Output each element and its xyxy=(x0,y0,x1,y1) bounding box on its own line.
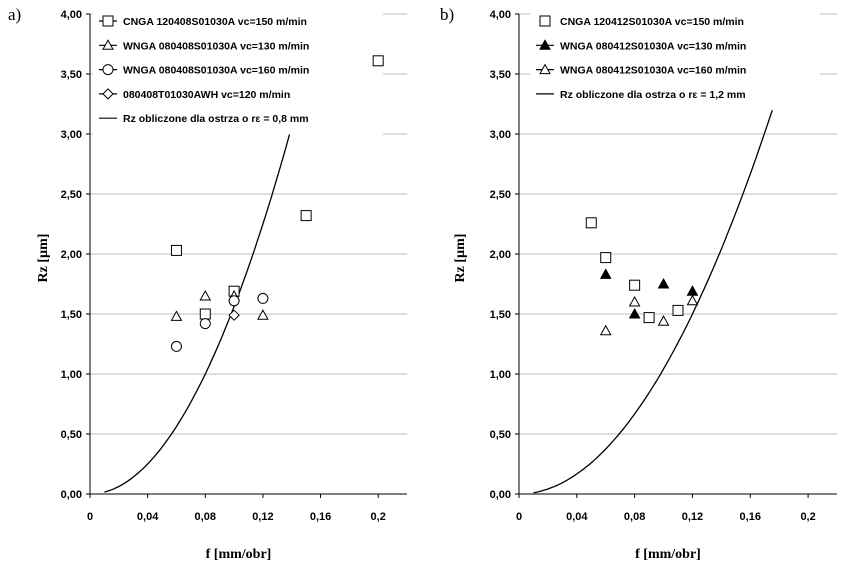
y-tick-label: 2,50 xyxy=(61,189,82,201)
y-tick-label: 4,00 xyxy=(490,9,511,21)
chart-svg: 0,00 0,50 1,00 1,50 2,00 2,50 3,00 3,50 4,00 0 0,0… xyxy=(8,5,407,562)
y-tick-label: 0,00 xyxy=(61,489,82,501)
legend-background xyxy=(530,9,820,111)
y-tick-label: 2,00 xyxy=(490,249,511,261)
y-tick-label: 1,00 xyxy=(61,369,82,381)
theoretical-rz-curve xyxy=(104,13,322,493)
legend-marker xyxy=(102,88,114,100)
data-point xyxy=(657,277,670,289)
legend-entry: WNGA 080408S01030A vc=130 m/min xyxy=(123,40,309,52)
series-0-points xyxy=(585,217,684,324)
data-point xyxy=(599,268,612,279)
legend-marker xyxy=(539,39,551,50)
data-point xyxy=(228,295,240,307)
data-point xyxy=(599,324,612,336)
legend-entry: Rz obliczone dla ostrza o rε = 0,8 mm xyxy=(123,113,309,125)
x-tick-label: 0,08 xyxy=(624,511,645,523)
y-tick-label: 4,00 xyxy=(61,9,82,21)
y-tick-label: 1,50 xyxy=(490,309,511,321)
data-point xyxy=(199,318,211,330)
x-tick-label: 0,2 xyxy=(800,511,815,523)
x-axis-label: f [mm/obr] xyxy=(206,547,272,562)
y-axis-label: Rz [µm] xyxy=(36,234,51,283)
data-point xyxy=(300,210,312,222)
data-point xyxy=(199,308,211,320)
series-2-points xyxy=(599,294,699,336)
legend-entry: Rz obliczone dla ostrza o rε = 1,2 mm xyxy=(560,89,746,101)
legend-background xyxy=(93,9,383,135)
data-point xyxy=(628,307,641,319)
y-tick-label: 2,50 xyxy=(490,189,511,201)
series-1-points xyxy=(170,289,269,321)
legend-marker xyxy=(102,39,114,50)
legend-entry: CNGA 120408S01030A vc=150 m/min xyxy=(123,16,307,28)
chart-panel-a: 0,00 0,50 1,00 1,50 2,00 2,50 3,00 3,50 4,00 0 0,0… xyxy=(0,0,422,567)
data-point xyxy=(686,294,699,306)
data-point xyxy=(585,217,597,229)
x-tick-label: 0,12 xyxy=(682,511,703,523)
legend: CNGA 120412S01030A vc=150 m/min WNGA 0804… xyxy=(530,9,820,111)
legend-entry: WNGA 080408S01030A vc=160 m/min xyxy=(123,65,309,77)
legend-entry: WNGA 080412S01030A vc=160 m/min xyxy=(560,65,746,77)
data-point xyxy=(629,279,641,291)
data-point xyxy=(672,304,684,316)
x-tick-label: 0,04 xyxy=(566,511,588,523)
y-tick-label: 1,50 xyxy=(61,309,82,321)
legend-marker xyxy=(102,64,114,76)
x-tick-label: 0,04 xyxy=(137,511,159,523)
data-point xyxy=(628,295,641,307)
x-tick-label: 0 xyxy=(516,511,522,523)
x-tick-label: 0,2 xyxy=(371,511,386,523)
y-tick-label: 3,00 xyxy=(490,129,511,141)
y-tick-label: 0,00 xyxy=(490,489,511,501)
legend-marker xyxy=(539,63,551,75)
x-tick-label: 0,16 xyxy=(310,511,331,523)
y-tick-label: 1,00 xyxy=(490,369,511,381)
data-point xyxy=(170,340,182,352)
y-axis-label: Rz [µm] xyxy=(453,234,468,283)
legend-entry: CNGA 120412S01030A vc=150 m/min xyxy=(560,16,744,28)
panel-label: a) xyxy=(8,5,21,24)
x-tick-label: 0,08 xyxy=(195,511,216,523)
legend-entry: 080408T01030AWH vc=120 m/min xyxy=(123,89,290,101)
x-tick-label: 0,12 xyxy=(252,511,273,523)
data-point xyxy=(257,292,269,304)
data-point xyxy=(199,289,212,301)
panel-label: b) xyxy=(440,5,454,24)
data-point xyxy=(257,309,269,320)
x-axis-label: f [mm/obr] xyxy=(635,547,701,562)
x-tick-label: 0,16 xyxy=(740,511,761,523)
y-tick-label: 0,50 xyxy=(61,429,82,441)
y-tick-label: 0,50 xyxy=(490,429,511,441)
series-2-points xyxy=(170,292,269,352)
data-point xyxy=(600,252,612,264)
y-tick-label: 3,00 xyxy=(61,129,82,141)
legend-marker xyxy=(539,15,551,27)
theoretical-rz-curve xyxy=(533,13,803,494)
data-point xyxy=(228,309,240,321)
data-point xyxy=(170,244,182,256)
data-point xyxy=(170,310,183,321)
data-point xyxy=(372,55,384,67)
chart-panel-b: 0,00 0,50 1,00 1,50 2,00 2,50 3,00 3,50 4,00 0 0,0… xyxy=(422,0,845,567)
data-point xyxy=(686,285,699,296)
series-3-points xyxy=(228,309,240,321)
data-point xyxy=(643,312,655,324)
x-tick-label: 0 xyxy=(87,511,93,523)
legend-entry: WNGA 080412S01030A vc=130 m/min xyxy=(560,40,746,52)
y-tick-label: 3,50 xyxy=(490,69,511,81)
data-point xyxy=(657,315,670,326)
y-tick-label: 2,00 xyxy=(61,249,82,261)
legend: CNGA 120408S01030A vc=150 m/min WNGA 0804… xyxy=(93,9,383,135)
legend-marker xyxy=(102,15,114,27)
chart-svg: 0,00 0,50 1,00 1,50 2,00 2,50 3,00 3,50 4,00 0 0,0… xyxy=(440,5,837,562)
y-tick-label: 3,50 xyxy=(61,69,82,81)
